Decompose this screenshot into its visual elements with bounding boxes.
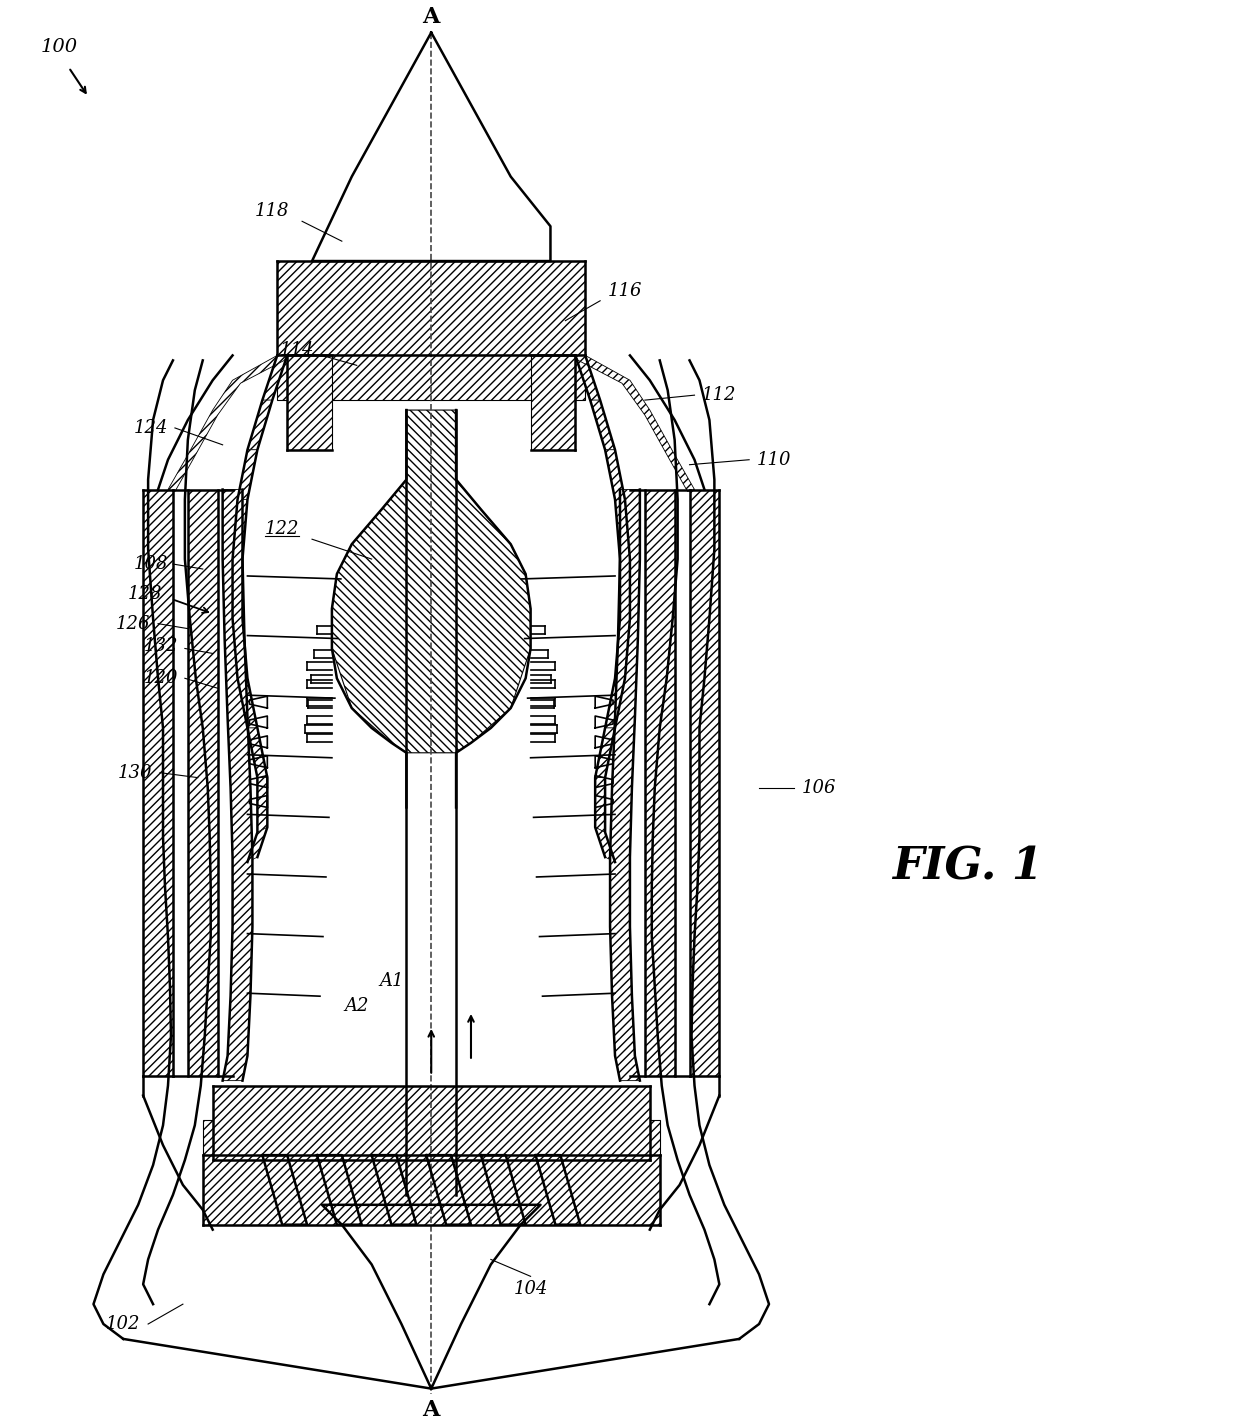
Polygon shape (233, 559, 243, 618)
Text: FIG. 1: FIG. 1 (893, 845, 1043, 889)
Polygon shape (203, 1120, 660, 1224)
Polygon shape (620, 559, 630, 618)
Polygon shape (248, 728, 268, 778)
Text: 102: 102 (107, 1315, 140, 1332)
Text: A2: A2 (345, 997, 370, 1015)
Text: 110: 110 (756, 450, 791, 469)
Text: 108: 108 (134, 556, 169, 573)
Polygon shape (332, 410, 531, 752)
Polygon shape (233, 618, 248, 678)
Polygon shape (595, 728, 615, 778)
Text: 112: 112 (702, 386, 737, 405)
Polygon shape (187, 490, 218, 1076)
Polygon shape (248, 828, 268, 862)
Polygon shape (605, 450, 625, 500)
Polygon shape (248, 400, 273, 450)
Polygon shape (689, 490, 719, 1076)
Polygon shape (143, 490, 172, 1076)
Text: A: A (423, 6, 440, 27)
Polygon shape (223, 490, 253, 1080)
Text: A: A (423, 1398, 440, 1421)
Polygon shape (258, 778, 268, 832)
Polygon shape (278, 261, 585, 355)
Polygon shape (213, 1086, 650, 1160)
Text: 132: 132 (144, 637, 179, 656)
Text: 114: 114 (280, 342, 315, 359)
Text: A1: A1 (379, 972, 404, 990)
Text: 104: 104 (513, 1280, 548, 1298)
Text: 124: 124 (134, 419, 169, 437)
Polygon shape (531, 355, 575, 450)
Text: 130: 130 (118, 764, 153, 782)
Polygon shape (590, 400, 615, 450)
Polygon shape (645, 490, 675, 1076)
Polygon shape (238, 450, 258, 500)
Polygon shape (595, 778, 605, 832)
Text: 122: 122 (265, 520, 300, 539)
Polygon shape (263, 355, 288, 400)
Text: 116: 116 (608, 282, 642, 299)
Polygon shape (575, 355, 600, 400)
Polygon shape (615, 500, 630, 559)
Polygon shape (167, 355, 288, 492)
Polygon shape (233, 500, 248, 559)
Text: 126: 126 (117, 614, 150, 633)
Polygon shape (575, 355, 694, 492)
Polygon shape (610, 490, 640, 1080)
Polygon shape (615, 618, 630, 678)
Text: 128: 128 (128, 584, 162, 603)
Polygon shape (605, 678, 625, 728)
Polygon shape (278, 355, 585, 400)
Text: 106: 106 (801, 778, 836, 797)
Text: 100: 100 (40, 38, 77, 57)
Polygon shape (595, 828, 615, 862)
Polygon shape (238, 678, 258, 728)
Polygon shape (288, 355, 332, 450)
Text: 120: 120 (144, 670, 179, 687)
Text: 118: 118 (255, 202, 290, 221)
